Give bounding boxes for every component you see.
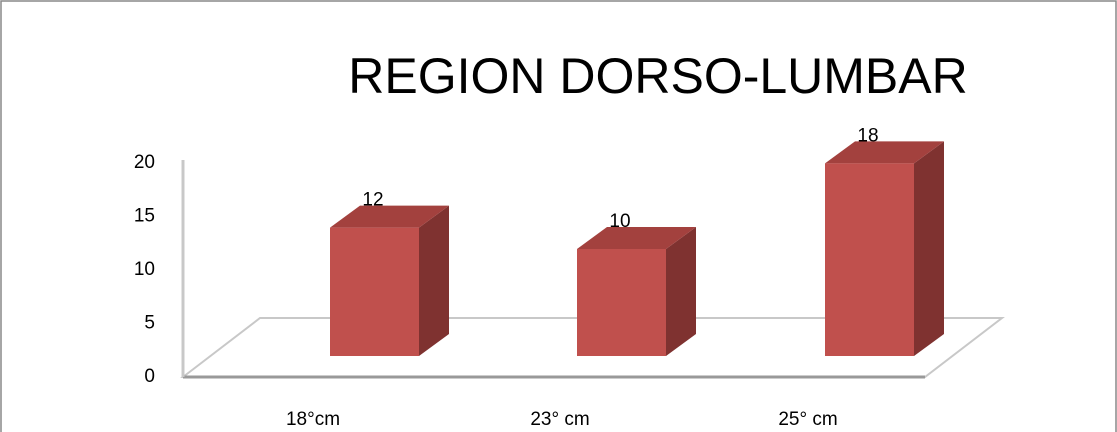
data-label: 18 [857,125,878,146]
y-tick-label: 20 [134,152,155,173]
chart-title: REGION DORSO-LUMBAR [348,48,968,104]
bar-side [666,227,696,356]
bar-front [330,227,419,356]
x-tick-label: 25° cm [778,409,837,430]
bar [825,141,944,356]
bar-front [825,163,914,356]
bar [330,205,449,356]
bar-side [419,205,449,356]
data-label: 10 [609,211,630,232]
y-tick-label: 10 [134,259,155,280]
bar-top [577,227,696,249]
bar-front [577,249,666,356]
y-tick-label: 0 [144,366,155,387]
y-tick-label: 5 [144,313,155,334]
bar [577,227,696,356]
data-label: 12 [362,190,383,211]
bar-top [330,205,449,228]
x-tick-label: 23° cm [530,409,589,430]
y-tick-label: 15 [134,206,155,227]
bar-top [825,141,944,164]
bar-side [914,141,944,356]
x-tick-label: 18°cm [286,409,340,430]
